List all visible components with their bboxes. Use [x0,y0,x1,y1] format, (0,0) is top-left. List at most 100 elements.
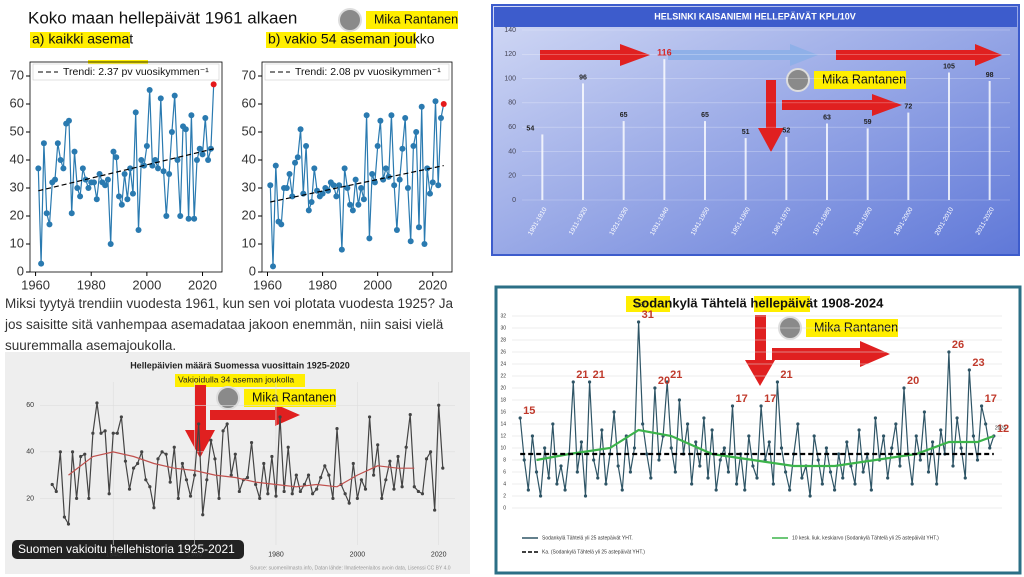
point [967,368,971,372]
data-label: 98 [986,72,994,79]
point [270,263,277,270]
point [890,446,894,450]
y-tick-label: 100 [504,75,516,82]
point [433,508,437,512]
point [333,193,340,200]
point [341,165,348,172]
point [323,464,327,468]
point [437,403,441,407]
x-tick-label: 1960 [187,552,203,559]
data-label: 72 [904,103,912,110]
data-label: 96 [579,74,587,81]
y-tick-label: 60 [508,124,516,131]
point [319,475,323,480]
point [131,466,136,470]
point [87,496,91,501]
point [418,103,425,110]
point [172,445,176,449]
chart-title: b) vakio 54 aseman joukko [268,31,435,47]
point [201,513,205,517]
y-tick-label: 70 [10,67,24,82]
point [71,148,78,155]
point [138,157,145,163]
point [278,221,285,228]
point [538,494,543,498]
point [102,182,109,189]
x-tick-label: 2000 [350,552,366,559]
point [845,440,849,444]
point [374,143,381,149]
point [841,476,845,480]
point [155,165,161,172]
point [657,458,661,462]
point [315,487,319,491]
arrow [758,80,784,152]
point [305,207,312,214]
y-tick-label: 20 [508,173,516,180]
point [111,431,115,435]
point [351,461,355,466]
y-tick-label: 6 [503,469,506,475]
point [734,482,739,486]
y-tick-label: 20 [242,207,256,222]
point [947,350,951,354]
data-label: 15 [523,405,535,417]
point [759,404,763,408]
data-label: 17 [985,393,997,405]
point [747,434,751,438]
point [62,515,67,519]
point [669,446,673,450]
point [65,117,72,124]
y-tick-label: 10 [500,445,506,451]
point [54,489,58,494]
data-label: 12 [997,423,1009,435]
bar [622,121,625,200]
point [360,196,367,203]
point [857,428,861,432]
y-tick-label: 0 [249,263,256,278]
point [632,446,637,450]
point [820,482,824,486]
plot-frame [261,61,453,273]
y-tick-label: 0 [503,505,506,511]
data-label: 20 [907,375,919,387]
point [530,434,535,438]
series-line [68,451,415,488]
chart-title: Sodankylä Tähtelä hellepäivät 1908-2024 [633,295,885,310]
point [404,185,411,191]
point [79,454,83,459]
point [935,482,939,486]
helsinki-panel [491,4,1020,256]
data-label: 65 [620,112,628,119]
point [75,496,79,501]
point [922,410,927,414]
point [718,458,722,462]
point [282,489,286,494]
point [579,440,584,444]
badge-bg [366,11,458,29]
point [306,473,311,477]
point [641,422,645,426]
point [441,466,445,470]
point [303,143,310,149]
arrow [782,94,902,116]
data-label: 17 [764,393,776,405]
point [166,171,173,177]
point [85,185,92,191]
point [146,87,153,93]
point [645,452,649,456]
highlight [30,32,130,48]
x-tick-label: 1980 [308,278,337,293]
point [555,482,559,486]
badge: Mika Rantanen [822,72,906,86]
y-tick-label: 40 [26,449,34,456]
data-label: 51 [742,129,750,136]
point [359,478,364,482]
x-tick-label: 1960 [253,278,282,293]
point [620,488,624,492]
point [160,450,164,454]
point [677,398,682,402]
point [653,386,657,390]
point [188,112,195,119]
